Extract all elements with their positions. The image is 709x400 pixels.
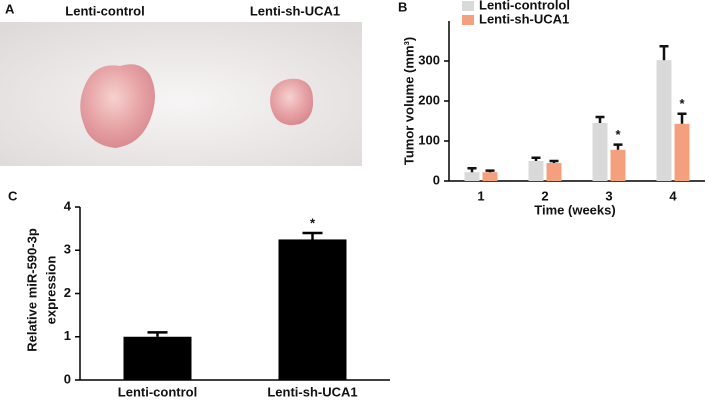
legend-label: Lenti-controlol <box>479 0 570 12</box>
y-tick-label: 0 <box>64 371 71 386</box>
bar <box>592 123 608 181</box>
bar <box>610 149 626 181</box>
error-bar <box>467 166 477 173</box>
panel-a: A Lenti-control Lenti-sh-UCA1 <box>0 1 362 166</box>
bar <box>528 161 544 181</box>
x-tick-label: 3 <box>605 188 612 203</box>
error-bar <box>531 156 541 161</box>
y-axis-label: Relative miR-590-3p <box>24 228 39 352</box>
error-bar <box>147 331 168 337</box>
panel-letter: C <box>8 188 18 203</box>
y-tick-label: 0 <box>433 172 440 187</box>
y-tick-label: 2 <box>64 285 71 300</box>
significance-mark: * <box>679 96 685 111</box>
error-bar <box>485 169 495 173</box>
panel-letter: B <box>398 0 407 14</box>
bar <box>278 239 347 380</box>
y-tick-label: 100 <box>418 132 440 147</box>
x-tick-label: Lenti-sh-UCA1 <box>267 384 357 399</box>
photo-label: Lenti-control <box>65 3 144 18</box>
y-tick-label: 1 <box>64 328 71 343</box>
bar <box>123 336 192 380</box>
x-tick-label: 4 <box>669 188 677 203</box>
x-axis-label: Time (weeks) <box>534 202 615 217</box>
bar <box>482 172 498 181</box>
y-tick-label: 4 <box>64 198 72 213</box>
legend-swatch <box>462 15 474 25</box>
x-tick-label: Lenti-control <box>118 384 197 399</box>
bar <box>674 123 690 181</box>
error-bar <box>302 231 323 240</box>
legend-label: Lenti-sh-UCA1 <box>479 11 569 26</box>
bar <box>464 172 480 181</box>
bar <box>656 60 672 182</box>
bar <box>546 163 562 181</box>
x-tick-label: 2 <box>541 188 548 203</box>
panel-chart: C 0 1 2 3 4 Relative miR-590-3p expression Lenti… <box>8 188 390 399</box>
y-tick-label: 300 <box>418 52 440 67</box>
y-axis-label: Tumor volume (mm³) <box>401 37 416 165</box>
photo-label: Lenti-sh-UCA1 <box>250 3 340 18</box>
tumor-control <box>80 64 155 148</box>
error-bar <box>549 159 559 163</box>
significance-mark: * <box>310 215 316 230</box>
tumor-sh <box>270 78 314 126</box>
y-axis-label: expression <box>43 256 58 325</box>
x-tick-label: 1 <box>477 188 484 203</box>
legend-swatch <box>462 1 474 11</box>
y-tick-label: 3 <box>64 242 71 257</box>
panel-letter: A <box>5 1 15 16</box>
error-bar <box>677 112 687 124</box>
error-bar <box>595 115 605 123</box>
error-bar <box>613 143 623 150</box>
error-bar <box>659 44 669 61</box>
significance-mark: * <box>615 127 621 142</box>
y-tick-label: 200 <box>418 92 440 107</box>
